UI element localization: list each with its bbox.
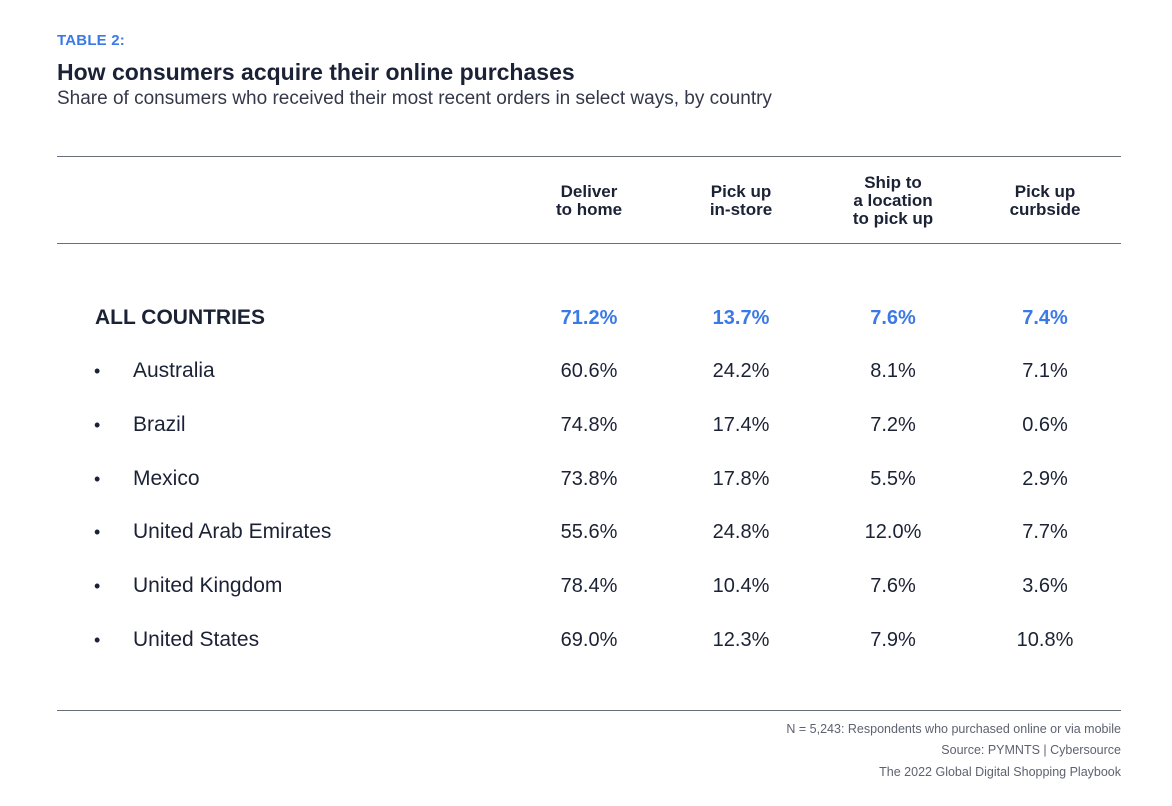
table-cell: 7.7% [1022,521,1068,543]
total-row: ALL COUNTRIES 71.2% 13.7% 7.6% 7.4% [0,303,1172,333]
table-cell: 12.3% [712,629,770,651]
bullet-icon: • [94,522,101,542]
row-label: ALL COUNTRIES [95,306,265,329]
table-cell: 7.4% [1022,307,1068,329]
table-cell: 7.6% [870,575,916,597]
table-cell: 7.9% [870,629,916,651]
row-label: Mexico [133,467,200,490]
table-cell: 3.6% [1022,575,1068,597]
table-cell: 10.4% [712,575,770,597]
table-cell: 17.8% [712,468,770,490]
table-cell: 74.8% [560,414,618,436]
table-cell: 8.1% [870,360,916,382]
table-cell: 7.1% [1022,360,1068,382]
table-row: • Australia 60.6% 24.2% 8.1% 7.1% [0,356,1172,386]
column-header-line: Deliver [560,182,618,201]
column-header-line: in-store [709,200,773,219]
table-cell: 71.2% [560,307,618,329]
column-header-line: Ship to [864,173,922,192]
table-row: • Mexico 73.8% 17.8% 5.5% 2.9% [0,464,1172,494]
table-row: • United Arab Emirates 55.6% 24.8% 12.0% 7.7% [0,517,1172,547]
table-cell: 24.8% [712,521,770,543]
table-cell: 5.5% [870,468,916,490]
table-cell: 7.2% [870,414,916,436]
header-rule [57,243,1121,244]
table-row: • Brazil 74.8% 17.4% 7.2% 0.6% [0,410,1172,440]
table-cell: 60.6% [560,360,618,382]
bottom-rule [57,710,1121,711]
top-rule [57,156,1121,157]
column-header-4: Pick up curbside [970,183,1120,219]
table-label: TABLE 2: [57,32,125,49]
page-subtitle: Share of consumers who received their mo… [57,88,772,109]
column-header-1: Deliver to home [514,183,664,219]
table-cell: 2.9% [1022,468,1068,490]
column-header-3: Ship to a location to pick up [818,174,968,228]
publication-note: The 2022 Global Digital Shopping Playboo… [879,765,1121,779]
bullet-icon: • [94,415,101,435]
sample-note: N = 5,243: Respondents who purchased onl… [786,722,1121,736]
table-row: • United Kingdom 78.4% 10.4% 7.6% 3.6% [0,571,1172,601]
bullet-icon: • [94,469,101,489]
table-cell: 17.4% [712,414,770,436]
row-label: Australia [133,359,215,382]
row-label: United Arab Emirates [133,520,332,543]
bullet-icon: • [94,576,101,596]
column-header-2: Pick up in-store [666,183,816,219]
column-header-line: Pick up [1014,182,1076,201]
column-header-line: to home [555,200,623,219]
column-header-line: to pick up [852,209,934,228]
table-cell: 73.8% [560,468,618,490]
row-label: United States [133,628,260,651]
table-cell: 69.0% [560,629,618,651]
table-cell: 10.8% [1016,629,1074,651]
table-cell: 55.6% [560,521,618,543]
table-cell: 0.6% [1022,414,1068,436]
column-header-line: Pick up [710,182,772,201]
row-label: United Kingdom [133,574,283,597]
table-cell: 24.2% [712,360,770,382]
bullet-icon: • [94,361,101,381]
page-title: How consumers acquire their online purch… [57,59,575,85]
column-header-line: a location [853,191,933,210]
bullet-icon: • [94,630,101,650]
table-row: • United States 69.0% 12.3% 7.9% 10.8% [0,625,1172,655]
table-cell: 78.4% [560,575,618,597]
row-label: Brazil [133,413,186,436]
table-cell: 13.7% [712,307,770,329]
table-cell: 7.6% [870,307,916,329]
source-note: Source: PYMNTS | Cybersource [941,743,1121,757]
table-cell: 12.0% [864,521,922,543]
column-header-line: curbside [1009,200,1081,219]
